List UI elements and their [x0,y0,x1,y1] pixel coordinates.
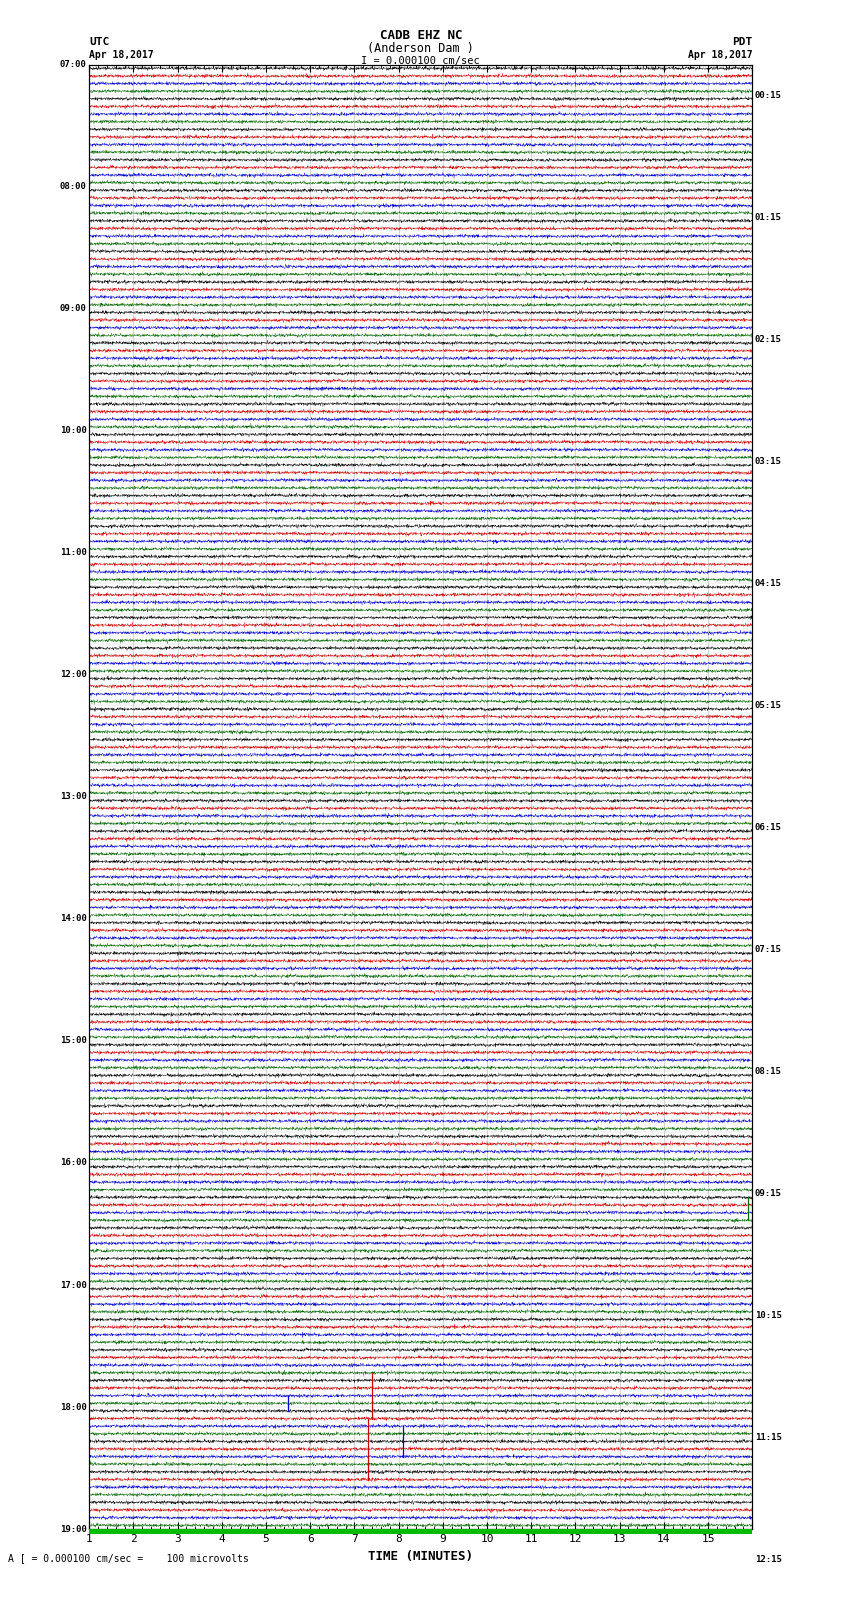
Text: Apr 18,2017: Apr 18,2017 [89,50,154,60]
Text: CADB EHZ NC: CADB EHZ NC [379,29,462,42]
Text: 10:00: 10:00 [60,426,87,436]
Text: 16:00: 16:00 [60,1158,87,1168]
Text: 13:00: 13:00 [60,792,87,802]
Text: 11:15: 11:15 [755,1432,782,1442]
Text: 10:15: 10:15 [755,1311,782,1319]
Text: 06:15: 06:15 [755,823,782,832]
Text: 02:15: 02:15 [755,334,782,344]
Text: Apr 18,2017: Apr 18,2017 [688,50,752,60]
Text: (Anderson Dam ): (Anderson Dam ) [367,42,474,55]
Text: 19:00: 19:00 [60,1524,87,1534]
Text: PDT: PDT [732,37,752,47]
Text: 12:00: 12:00 [60,671,87,679]
Text: 00:15: 00:15 [755,90,782,100]
Text: 07:15: 07:15 [755,945,782,953]
X-axis label: TIME (MINUTES): TIME (MINUTES) [368,1550,473,1563]
Text: I = 0.000100 cm/sec: I = 0.000100 cm/sec [361,56,480,66]
Text: 12:15: 12:15 [755,1555,782,1565]
Text: 09:00: 09:00 [60,305,87,313]
Text: 05:15: 05:15 [755,700,782,710]
Text: 15:00: 15:00 [60,1037,87,1045]
Text: 07:00: 07:00 [60,60,87,69]
Text: 17:00: 17:00 [60,1281,87,1289]
Text: 03:15: 03:15 [755,456,782,466]
Text: 01:15: 01:15 [755,213,782,221]
Text: A [ = 0.000100 cm/sec =    100 microvolts: A [ = 0.000100 cm/sec = 100 microvolts [8,1553,249,1563]
Text: 11:00: 11:00 [60,548,87,556]
Text: UTC: UTC [89,37,110,47]
Text: 18:00: 18:00 [60,1403,87,1411]
Text: 09:15: 09:15 [755,1189,782,1198]
Text: 08:00: 08:00 [60,182,87,190]
Text: 04:15: 04:15 [755,579,782,587]
Text: 08:15: 08:15 [755,1066,782,1076]
Text: 14:00: 14:00 [60,915,87,923]
